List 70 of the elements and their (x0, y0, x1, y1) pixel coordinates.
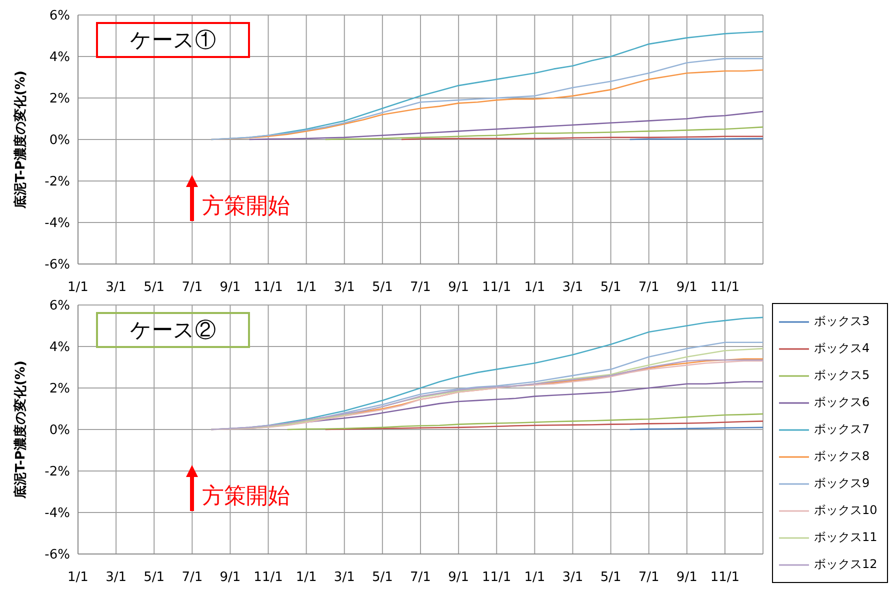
x-tick-label: 3/1 (106, 570, 127, 586)
y-tick-label: 4% (49, 50, 70, 66)
x-tick-label: 1/1 (524, 280, 546, 296)
line-series (324, 420, 763, 430)
x-tick-label: 5/1 (144, 570, 165, 586)
y-axis-title: 底泥T-P濃度の変化(%) (12, 360, 29, 500)
x-tick-label: 5/1 (600, 570, 622, 586)
text: ケース② (96, 312, 250, 348)
x-tick-label: 7/1 (638, 280, 660, 296)
x-tick-label: 1/1 (296, 280, 317, 296)
x-tick-label: 5/1 (372, 280, 393, 296)
y-tick-label: 2% (49, 382, 70, 397)
line-series (324, 126, 763, 140)
text: ケース① (96, 22, 250, 58)
x-tick-label: 5/1 (144, 280, 165, 296)
x-tick-label: 9/1 (220, 570, 241, 586)
y-tick-label: -4% (44, 506, 70, 522)
x-tick-label: 11/1 (482, 570, 512, 586)
y-tick-label: 6% (49, 8, 70, 24)
legend-label: ボックス7 (814, 421, 870, 438)
x-tick-label: 5/1 (372, 570, 393, 586)
x-tick-label: 9/1 (448, 570, 470, 586)
y-tick-label: -6% (44, 258, 70, 273)
x-tick-label: 11/1 (710, 570, 740, 586)
x-tick-label: 11/1 (710, 280, 740, 296)
x-tick-label: 1/1 (524, 570, 546, 586)
legend-label: ボックス6 (814, 394, 870, 411)
legend-label: ボックス12 (814, 556, 878, 573)
y-tick-label: -2% (44, 464, 70, 480)
x-tick-label: 3/1 (562, 570, 584, 586)
x-tick-label: 11/1 (482, 280, 512, 296)
annotation: 方策開始 (202, 193, 290, 222)
x-tick-label: 3/1 (334, 570, 355, 586)
line-series (286, 413, 763, 430)
y-axis-title: 底泥T-P濃度の変化(%) (12, 70, 29, 210)
y-tick-label: -2% (44, 174, 70, 190)
x-tick-label: 9/1 (676, 570, 698, 586)
x-tick-label: 7/1 (638, 570, 660, 586)
legend-label: ボックス9 (814, 475, 870, 492)
x-tick-label: 5/1 (600, 280, 622, 296)
y-tick-label: 6% (49, 298, 70, 314)
y-tick-label: 0% (49, 133, 70, 148)
x-tick-label: 7/1 (410, 570, 431, 586)
x-tick-label: 7/1 (182, 280, 203, 296)
x-tick-label: 3/1 (562, 280, 584, 296)
y-tick-label: 4% (49, 340, 70, 356)
y-tick-label: 2% (49, 92, 70, 107)
legend-label: ボックス11 (814, 529, 878, 546)
x-tick-label: 3/1 (334, 280, 355, 296)
x-tick-label: 1/1 (68, 570, 88, 586)
legend-label: ボックス5 (814, 367, 870, 384)
annotation: 方策開始 (202, 483, 290, 512)
x-tick-label: 9/1 (448, 280, 470, 296)
x-tick-label: 9/1 (220, 280, 241, 296)
x-tick-label: 7/1 (410, 280, 431, 296)
line-series (248, 110, 763, 140)
x-tick-label: 7/1 (182, 570, 203, 586)
x-tick-label: 11/1 (254, 570, 283, 586)
x-tick-label: 11/1 (254, 280, 283, 296)
x-tick-label: 1/1 (68, 280, 88, 296)
y-tick-label: -6% (44, 548, 70, 563)
legend-label: ボックス3 (814, 313, 870, 330)
x-tick-label: 1/1 (296, 570, 317, 586)
y-tick-label: -4% (44, 216, 70, 232)
legend-label: ボックス4 (814, 340, 870, 357)
x-tick-label: 3/1 (106, 280, 127, 296)
y-tick-label: 0% (49, 423, 70, 438)
legend-label: ボックス8 (814, 448, 870, 465)
x-tick-label: 9/1 (676, 280, 698, 296)
legend-label: ボックス10 (814, 502, 878, 519)
